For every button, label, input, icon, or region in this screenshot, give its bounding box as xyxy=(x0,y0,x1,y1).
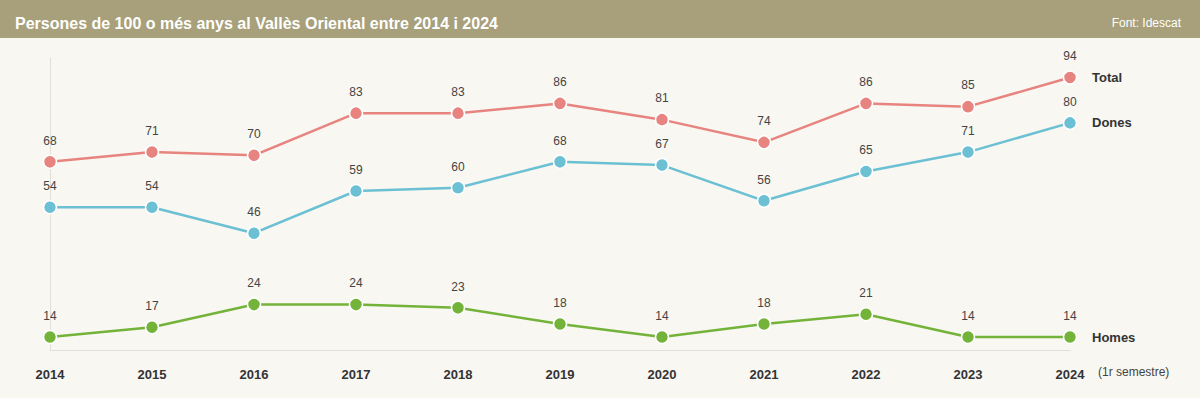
svg-text:2014: 2014 xyxy=(36,367,66,382)
svg-text:80: 80 xyxy=(1063,95,1077,109)
svg-text:Total: Total xyxy=(1092,70,1122,85)
svg-text:Homes: Homes xyxy=(1092,330,1135,345)
svg-text:46: 46 xyxy=(247,205,261,219)
svg-text:24: 24 xyxy=(349,276,363,290)
svg-text:2017: 2017 xyxy=(342,367,371,382)
svg-text:18: 18 xyxy=(553,296,567,310)
svg-text:14: 14 xyxy=(43,309,57,323)
svg-text:14: 14 xyxy=(1063,309,1077,323)
svg-text:18: 18 xyxy=(757,296,771,310)
svg-text:68: 68 xyxy=(43,134,57,148)
svg-text:Font: Idescat: Font: Idescat xyxy=(1112,16,1182,30)
svg-text:21: 21 xyxy=(859,286,873,300)
svg-text:2018: 2018 xyxy=(444,367,473,382)
svg-text:2022: 2022 xyxy=(852,367,881,382)
svg-text:83: 83 xyxy=(349,85,363,99)
svg-text:83: 83 xyxy=(451,85,465,99)
svg-text:2016: 2016 xyxy=(240,367,269,382)
svg-text:86: 86 xyxy=(859,75,873,89)
svg-text:85: 85 xyxy=(961,78,975,92)
svg-text:70: 70 xyxy=(247,127,261,141)
svg-text:54: 54 xyxy=(43,179,57,193)
svg-text:71: 71 xyxy=(145,124,159,138)
svg-text:14: 14 xyxy=(655,309,669,323)
svg-text:(1r semestre): (1r semestre) xyxy=(1098,365,1169,379)
svg-text:68: 68 xyxy=(553,134,567,148)
svg-text:17: 17 xyxy=(145,299,159,313)
svg-text:59: 59 xyxy=(349,163,363,177)
svg-text:94: 94 xyxy=(1063,49,1077,63)
svg-text:60: 60 xyxy=(451,160,465,174)
svg-text:Dones: Dones xyxy=(1092,115,1132,130)
svg-text:2024: 2024 xyxy=(1056,367,1086,382)
svg-text:67: 67 xyxy=(655,137,669,151)
svg-text:54: 54 xyxy=(145,179,159,193)
svg-text:65: 65 xyxy=(859,143,873,157)
svg-text:24: 24 xyxy=(247,276,261,290)
svg-text:86: 86 xyxy=(553,75,567,89)
svg-text:2021: 2021 xyxy=(750,367,779,382)
svg-text:2020: 2020 xyxy=(648,367,677,382)
svg-text:56: 56 xyxy=(757,173,771,187)
svg-text:2019: 2019 xyxy=(546,367,575,382)
svg-text:74: 74 xyxy=(757,114,771,128)
svg-text:2023: 2023 xyxy=(954,367,983,382)
svg-text:81: 81 xyxy=(655,91,669,105)
svg-text:71: 71 xyxy=(961,124,975,138)
svg-text:14: 14 xyxy=(961,309,975,323)
svg-text:23: 23 xyxy=(451,280,465,294)
svg-text:2015: 2015 xyxy=(138,367,167,382)
svg-text:Persones de 100 o més anys al: Persones de 100 o més anys al Vallès Ori… xyxy=(15,15,498,32)
